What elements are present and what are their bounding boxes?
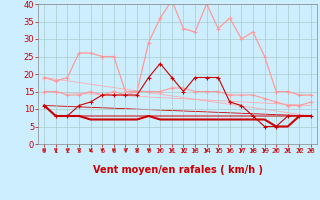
X-axis label: Vent moyen/en rafales ( km/h ): Vent moyen/en rafales ( km/h ) <box>92 165 263 175</box>
